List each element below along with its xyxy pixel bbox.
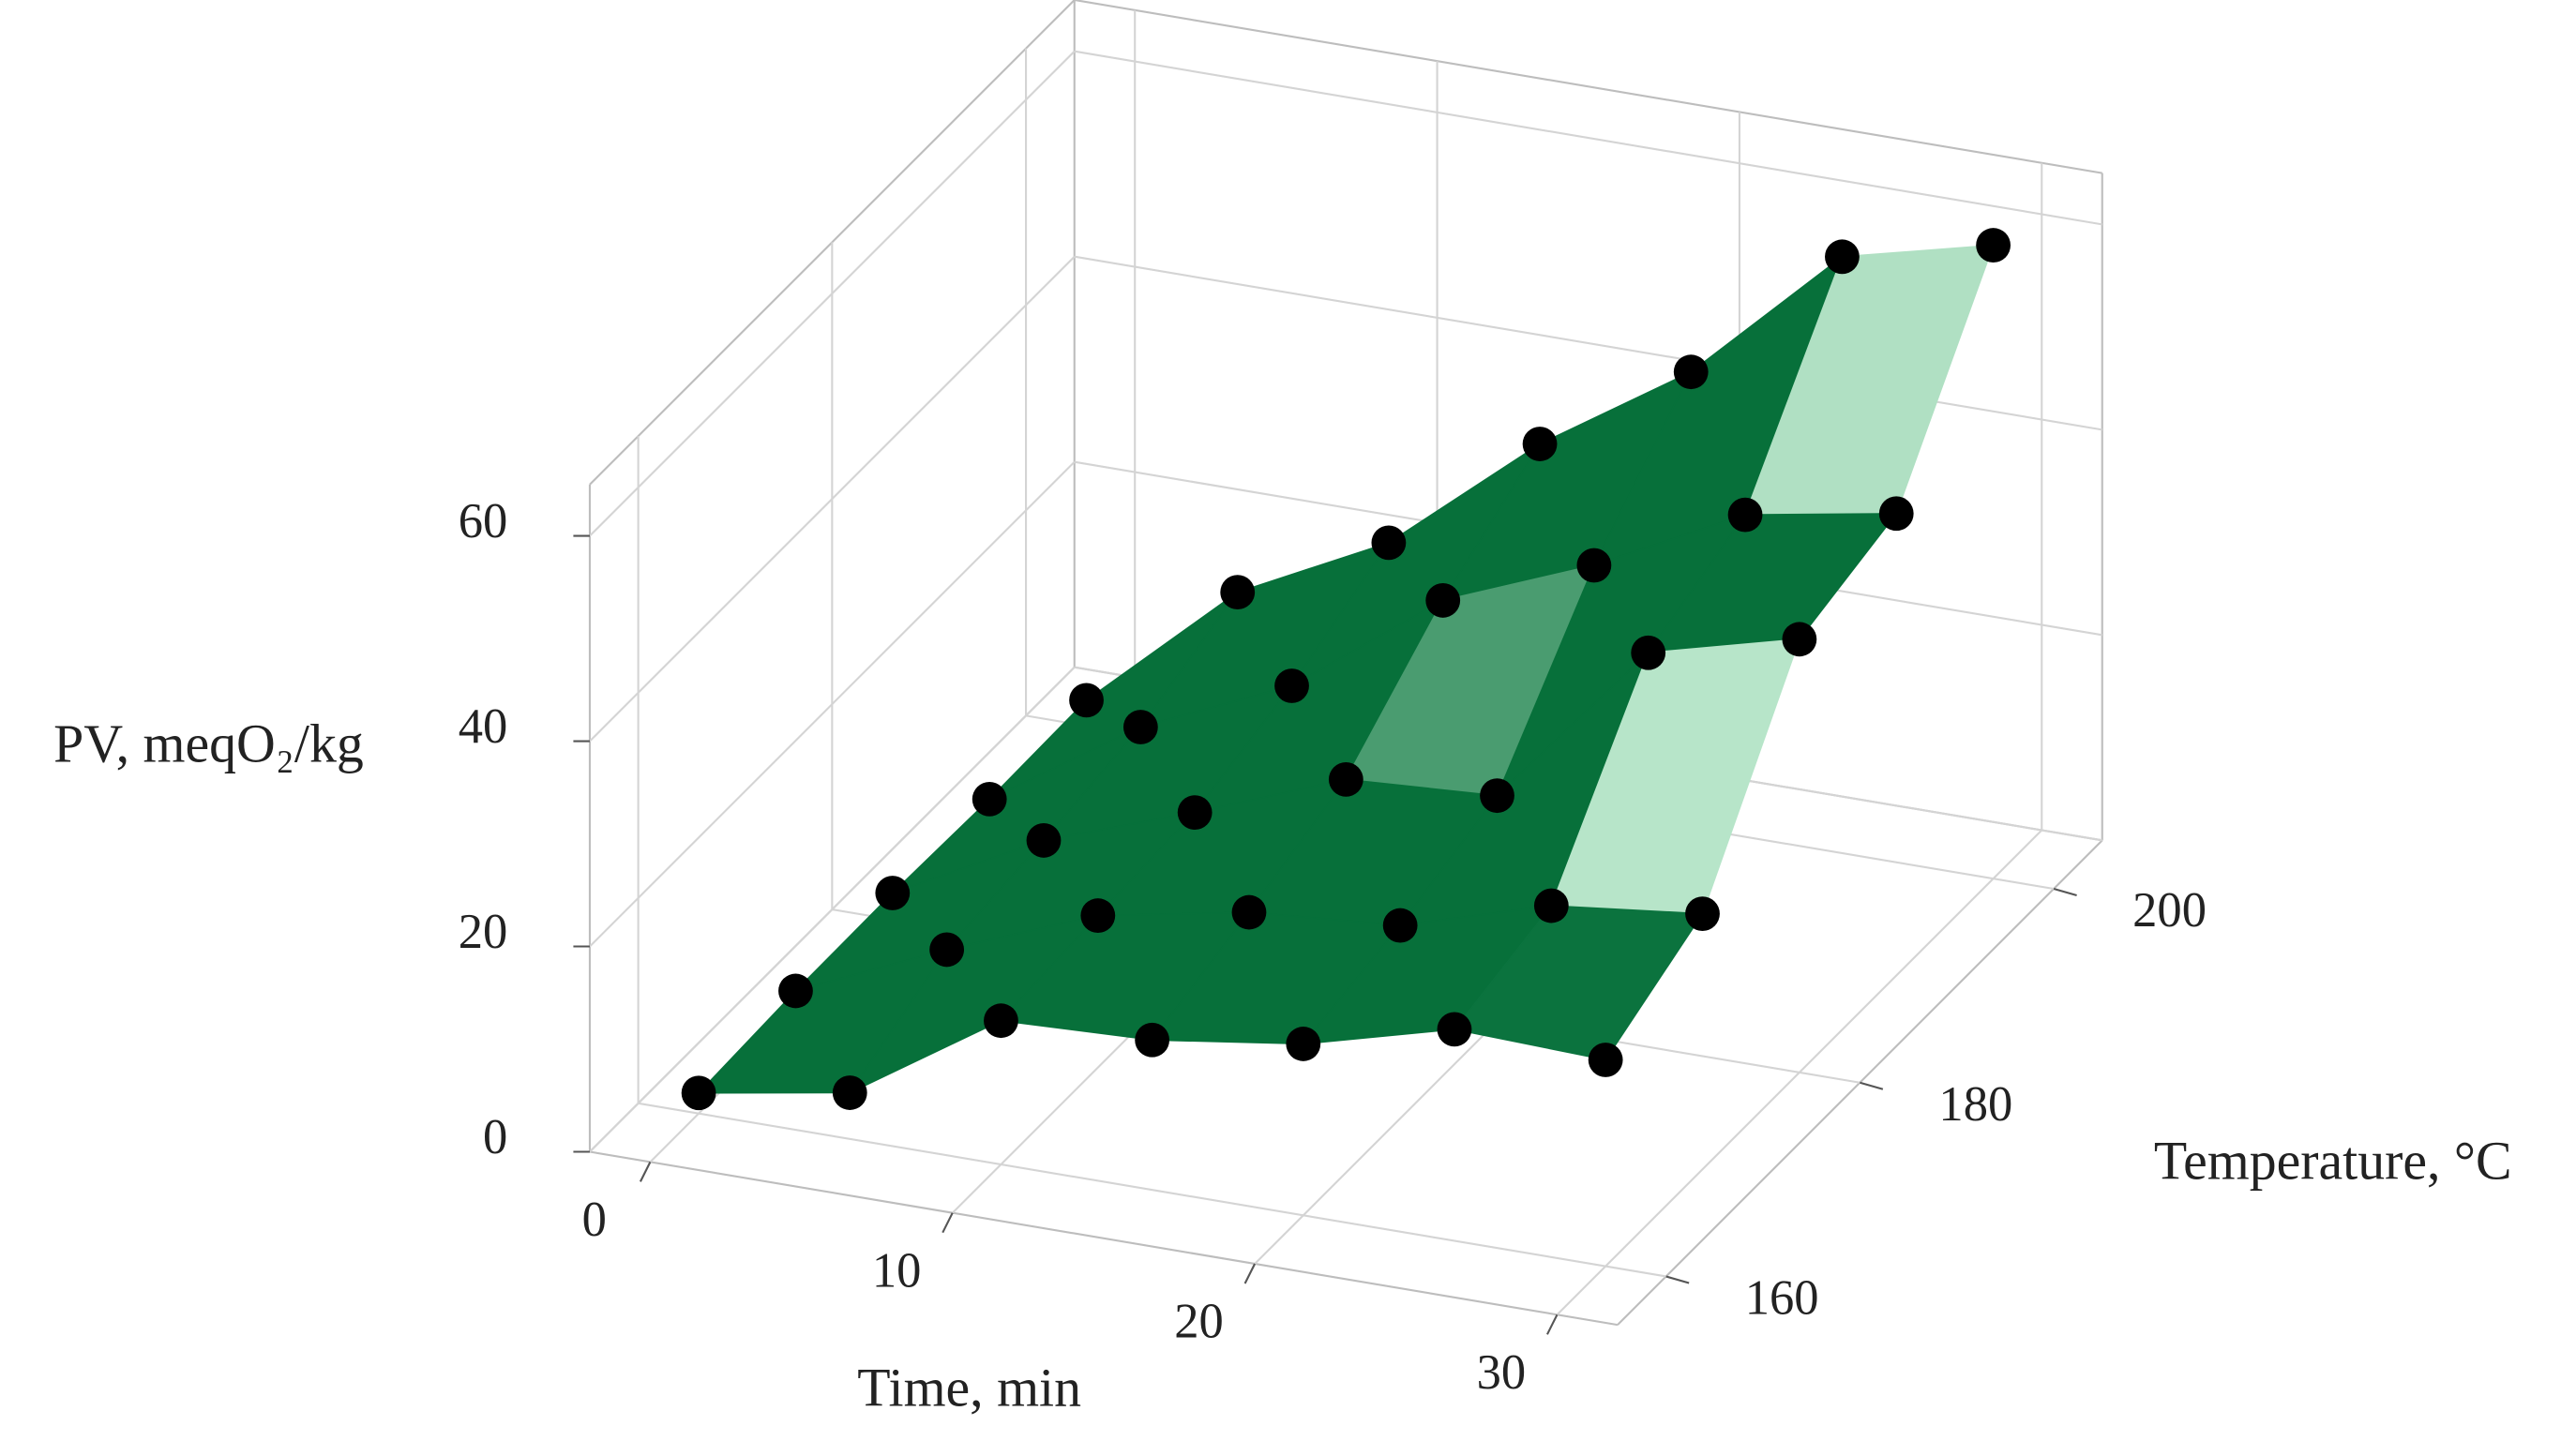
x-axis-label: Time, min bbox=[857, 1357, 1081, 1418]
data-point bbox=[1782, 622, 1817, 657]
data-point bbox=[1274, 668, 1309, 703]
data-point bbox=[832, 1075, 867, 1110]
x-tick-label: 20 bbox=[1174, 1295, 1224, 1349]
z-tick-label: 20 bbox=[459, 905, 508, 959]
x-tick-label: 10 bbox=[872, 1243, 922, 1298]
grid-line bbox=[1074, 50, 2102, 226]
data-point bbox=[1480, 778, 1514, 814]
y-tick-label: 200 bbox=[2132, 883, 2207, 938]
data-point bbox=[1685, 896, 1720, 931]
tick-mark bbox=[639, 1161, 652, 1182]
data-point bbox=[1382, 908, 1418, 943]
box-edge bbox=[589, 1150, 1619, 1327]
data-point bbox=[1026, 823, 1062, 858]
z-axis-label: PV, meqO₂/kg bbox=[53, 713, 364, 774]
data-point bbox=[1069, 683, 1104, 718]
data-point bbox=[875, 876, 911, 910]
data-point bbox=[778, 973, 813, 1009]
data-point bbox=[1177, 795, 1213, 831]
tick-mark bbox=[2053, 888, 2077, 897]
data-point bbox=[1878, 496, 1914, 532]
data-point bbox=[972, 782, 1007, 817]
data-point bbox=[1371, 525, 1407, 561]
z-tick-label: 40 bbox=[459, 699, 508, 754]
data-point bbox=[1522, 427, 1558, 461]
z-tick-label: 60 bbox=[459, 494, 508, 548]
data-point bbox=[1286, 1027, 1321, 1061]
data-point bbox=[1135, 1022, 1170, 1058]
grid-line bbox=[638, 1102, 1666, 1278]
data-point bbox=[1231, 894, 1267, 930]
tick-mark bbox=[1665, 1275, 1690, 1284]
data-point bbox=[1976, 228, 2011, 263]
x-tick-label: 0 bbox=[582, 1193, 607, 1247]
data-point bbox=[1631, 635, 1666, 670]
data-point bbox=[1588, 1043, 1623, 1077]
data-point bbox=[1825, 239, 1860, 275]
data-point bbox=[1425, 583, 1461, 618]
z-tick-label: 0 bbox=[483, 1110, 507, 1164]
data-point bbox=[984, 1003, 1018, 1039]
data-point bbox=[1727, 497, 1763, 533]
y-tick-label: 180 bbox=[1938, 1077, 2012, 1132]
tick-mark bbox=[1860, 1081, 1884, 1090]
data-point bbox=[1328, 761, 1363, 797]
data-point bbox=[1437, 1012, 1472, 1047]
data-point bbox=[681, 1075, 716, 1111]
data-point bbox=[1533, 888, 1569, 923]
box-edge bbox=[1074, 0, 2102, 174]
data-point bbox=[1122, 710, 1158, 744]
tick-mark bbox=[942, 1212, 954, 1234]
x-tick-label: 30 bbox=[1477, 1345, 1527, 1400]
tick-mark bbox=[1546, 1313, 1559, 1335]
data-point bbox=[929, 932, 965, 968]
data-point bbox=[1080, 898, 1116, 933]
tick-mark bbox=[1243, 1263, 1257, 1284]
y-axis-label: Temperature, °C bbox=[2154, 1131, 2512, 1192]
y-tick-label: 160 bbox=[1745, 1271, 1819, 1326]
data-point bbox=[1220, 575, 1256, 610]
data-point bbox=[1673, 354, 1709, 390]
data-point bbox=[1576, 548, 1612, 583]
